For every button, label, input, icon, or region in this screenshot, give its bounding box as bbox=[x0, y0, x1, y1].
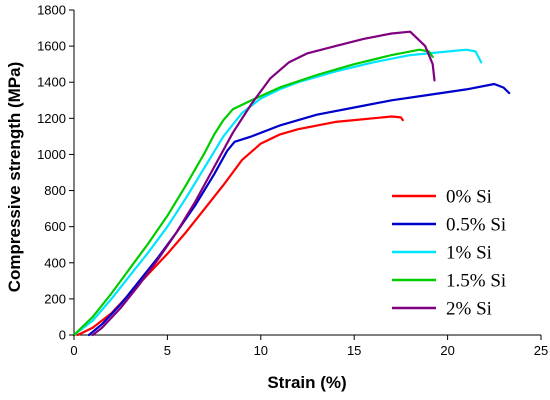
series-line-4 bbox=[91, 30, 436, 337]
y-tick-label: 1800 bbox=[37, 3, 66, 18]
y-tick-label: 0 bbox=[59, 328, 66, 343]
series-layer bbox=[72, 30, 511, 337]
legend-label: 0% Si bbox=[446, 187, 492, 208]
y-tick-label: 600 bbox=[44, 219, 66, 234]
x-axis-title: Strain (%) bbox=[267, 373, 346, 392]
x-tick-label: 0 bbox=[70, 343, 77, 358]
y-tick-label: 1000 bbox=[37, 147, 66, 162]
ticks-layer: 0 200 400 600 800 1000 1200 1400 1600 1800 0 5 10 15 2… bbox=[37, 3, 548, 359]
series-line-3 bbox=[72, 48, 434, 337]
plot-frame bbox=[73, 10, 541, 336]
y-tick-label: 1200 bbox=[37, 111, 66, 126]
series-line-2 bbox=[72, 48, 483, 337]
legend-label: 1% Si bbox=[446, 243, 492, 264]
y-tick-label: 400 bbox=[44, 255, 66, 270]
x-tick-label: 15 bbox=[347, 343, 361, 358]
x-tick-label: 10 bbox=[254, 343, 268, 358]
legend: 0% Si 0.5% Si 1% Si 1.5% Si 2% Si bbox=[392, 187, 506, 320]
y-tick-label: 1400 bbox=[37, 75, 66, 90]
y-tick-label: 1600 bbox=[37, 39, 66, 54]
x-tick-label: 25 bbox=[534, 343, 548, 358]
legend-label: 2% Si bbox=[446, 299, 492, 320]
x-tick-label: 20 bbox=[440, 343, 454, 358]
legend-label: 1.5% Si bbox=[446, 271, 506, 292]
y-axis-title: Compressive strength (MPa) bbox=[5, 62, 24, 293]
y-tick-label: 200 bbox=[44, 291, 66, 306]
legend-label: 0.5% Si bbox=[446, 215, 506, 236]
series-line-1 bbox=[87, 82, 511, 337]
y-tick-label: 800 bbox=[44, 183, 66, 198]
x-tick-label: 5 bbox=[164, 343, 171, 358]
